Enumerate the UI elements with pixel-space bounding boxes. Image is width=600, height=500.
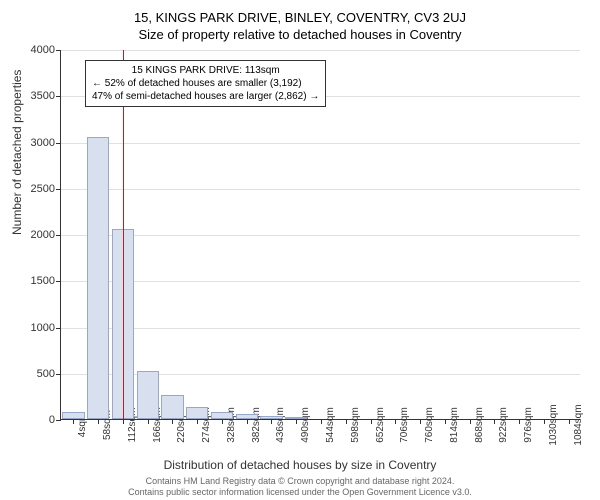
ytick-label: 0 — [49, 414, 61, 426]
histogram-bar — [161, 395, 183, 419]
xtick-label: 598sqm — [346, 407, 361, 443]
histogram-bar — [285, 417, 307, 419]
histogram-bar — [236, 414, 258, 419]
gridline — [61, 235, 580, 236]
xtick-label: 976sqm — [519, 407, 534, 443]
xtick-label: 868sqm — [470, 407, 485, 443]
y-axis-label: Number of detached properties — [10, 70, 24, 235]
chart-subtitle: Size of property relative to detached ho… — [0, 25, 600, 42]
xtick-label: 490sqm — [296, 407, 311, 443]
ytick-label: 2500 — [31, 183, 61, 195]
histogram-bar — [260, 416, 282, 419]
x-axis-label: Distribution of detached houses by size … — [0, 458, 600, 472]
histogram-bar — [211, 412, 233, 419]
ytick-label: 1500 — [31, 275, 61, 287]
xtick-label: 436sqm — [271, 407, 286, 443]
footer-line2: Contains public sector information licen… — [0, 487, 600, 498]
gridline — [61, 281, 580, 282]
ytick-label: 1000 — [31, 322, 61, 334]
annotation-line: ← 52% of detached houses are smaller (3,… — [92, 77, 319, 90]
xtick-label: 1084sqm — [569, 404, 584, 445]
xtick-label: 382sqm — [247, 407, 262, 443]
ytick-label: 4000 — [31, 44, 61, 56]
chart-title-line1: 15, KINGS PARK DRIVE, BINLEY, COVENTRY, … — [0, 0, 600, 25]
gridline — [61, 328, 580, 329]
xtick-label: 922sqm — [494, 407, 509, 443]
ytick-label: 3500 — [31, 90, 61, 102]
ytick-label: 500 — [37, 368, 61, 380]
histogram-bar — [137, 371, 159, 419]
footer-attribution: Contains HM Land Registry data © Crown c… — [0, 476, 600, 498]
xtick-label: 652sqm — [371, 407, 386, 443]
xtick-label: 706sqm — [395, 407, 410, 443]
annotation-line: 15 KINGS PARK DRIVE: 113sqm — [92, 64, 319, 77]
histogram-bar — [87, 137, 109, 419]
gridline — [61, 50, 580, 51]
annotation-line: 47% of semi-detached houses are larger (… — [92, 90, 319, 103]
xtick-label: 814sqm — [445, 407, 460, 443]
histogram-bar — [62, 412, 84, 419]
histogram-bar — [186, 407, 208, 419]
xtick-label: 760sqm — [420, 407, 435, 443]
ytick-label: 3000 — [31, 137, 61, 149]
xtick-label: 544sqm — [321, 407, 336, 443]
gridline — [61, 143, 580, 144]
annotation-box: 15 KINGS PARK DRIVE: 113sqm← 52% of deta… — [85, 60, 326, 107]
xtick-label: 1030sqm — [544, 404, 559, 445]
footer-line1: Contains HM Land Registry data © Crown c… — [0, 476, 600, 487]
gridline — [61, 189, 580, 190]
ytick-label: 2000 — [31, 229, 61, 241]
